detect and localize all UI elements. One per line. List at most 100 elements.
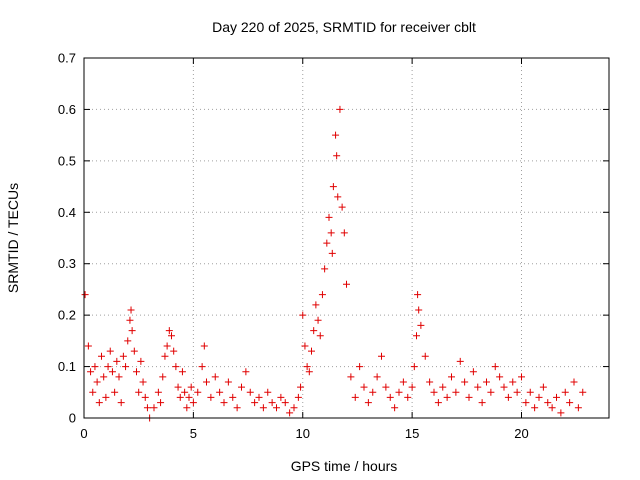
data-point [299,311,307,319]
data-point [211,373,219,381]
data-point [461,378,469,386]
data-point [198,363,206,371]
data-point [430,388,438,396]
data-point [189,399,197,407]
data-point [170,347,178,355]
data-point [111,388,119,396]
data-point [117,399,125,407]
data-point [439,383,447,391]
data-point [246,388,254,396]
data-point [553,393,560,401]
data-point [106,347,114,355]
axis-ticks: 0 0.1 0.2 0.3 0.4 0.5 0.6 0.7 0 5 10 15 20 [58,51,609,441]
data-point [161,352,169,360]
data-point [443,393,451,401]
data-point [310,327,318,335]
data-point [194,388,202,396]
data-point [104,363,112,371]
x-tick-label: 10 [296,426,310,441]
data-point [157,399,165,407]
data-point [100,373,108,381]
data-point [91,363,99,371]
data-point [561,388,569,396]
y-tick-label: 0.3 [58,256,76,271]
data-point [518,373,525,381]
data-point [378,352,385,360]
data-point [531,404,539,412]
data-point [268,399,276,407]
data-point [415,306,423,314]
data-point [176,393,184,401]
data-point [207,393,215,401]
data-point [301,342,309,350]
y-axis-label: SRMTID / TECUs [5,183,21,293]
x-axis-label: GPS time / hours [291,458,398,474]
data-point [113,357,121,365]
data-point [382,383,390,391]
data-point [491,363,499,371]
data-point [259,404,267,412]
data-point [544,399,552,407]
data-point [408,383,416,391]
y-tick-label: 0.4 [58,205,76,220]
y-tick-label: 0.7 [58,51,76,66]
data-point [119,352,127,360]
data-point [421,352,429,360]
data-point [308,347,315,355]
data-point [328,249,336,257]
data-point [150,404,158,412]
data-point [122,363,130,371]
plot-frame [83,57,610,419]
data-point [474,383,482,391]
data-point [220,399,228,407]
data-point [143,404,151,412]
data-point [513,388,521,396]
data-point [224,378,232,386]
data-point [139,378,147,386]
data-point [434,399,442,407]
data-point [336,105,344,113]
data-point [141,393,149,401]
data-point [87,368,95,376]
data-point [452,388,460,396]
data-point [522,399,530,407]
y-tick-label: 0.1 [58,359,76,374]
data-point [185,393,193,401]
data-point [327,229,335,237]
data-point [333,152,341,160]
data-point [338,203,346,211]
data-point [264,388,272,396]
data-point [504,393,512,401]
data-point [273,404,280,412]
data-point [102,393,110,401]
data-point [290,404,298,412]
data-point [404,393,412,401]
data-point [539,383,547,391]
data-point [229,393,237,401]
data-point [251,399,259,407]
data-point [183,404,191,412]
data-point [216,388,224,396]
data-point [373,373,381,381]
data-point [548,404,556,412]
data-point [496,373,504,381]
data-point [163,342,171,350]
chart-title: Day 220 of 2025, SRMTID for receiver cbl… [212,19,476,35]
data-point [356,363,364,371]
data-point [570,378,578,386]
data-markers [81,105,587,422]
x-tick-label: 5 [190,426,197,441]
data-point [126,316,134,324]
data-point [323,239,331,247]
data-point [469,368,477,376]
data-point [127,306,135,314]
data-point [448,373,455,381]
data-point [165,327,173,335]
data-point [478,399,486,407]
data-point [95,399,103,407]
data-point [203,378,210,386]
data-point [413,332,420,340]
data-point [414,291,422,299]
data-point [325,213,333,221]
data-point [172,363,180,371]
